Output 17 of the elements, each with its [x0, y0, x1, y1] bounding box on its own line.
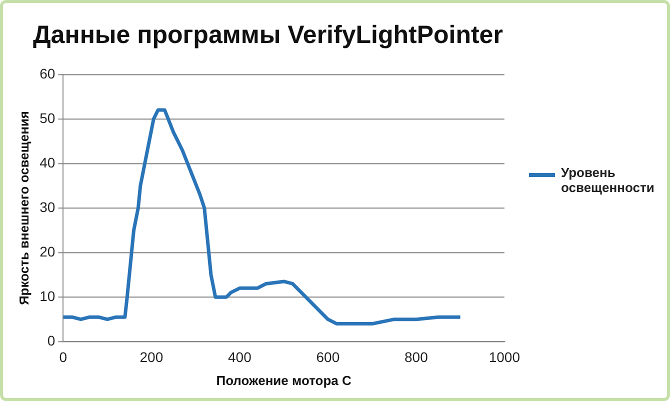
x-tick-label: 1000	[488, 348, 520, 365]
y-tick-label: 0	[47, 332, 56, 348]
y-tick-label: 30	[40, 198, 56, 215]
legend-label: Уровень освещенности	[561, 165, 654, 195]
y-tick-label: 40	[40, 154, 56, 170]
y-tick-label: 10	[40, 288, 56, 304]
x-tick-label: 800	[404, 348, 428, 365]
y-tick-label: 60	[40, 65, 56, 82]
x-tick-label: 400	[228, 348, 252, 365]
chart-title: Данные программы VerifyLightPointer	[33, 21, 503, 50]
x-tick-label: 600	[316, 348, 340, 365]
y-tick-label: 20	[40, 243, 56, 260]
x-axis-title: Положение мотора С	[216, 372, 352, 388]
x-tick-label: 200	[140, 348, 164, 365]
x-tick-label: 0	[59, 348, 68, 365]
y-axis-title: Яркость внешнего освещения	[16, 110, 32, 306]
y-tick-label: 50	[40, 110, 56, 126]
